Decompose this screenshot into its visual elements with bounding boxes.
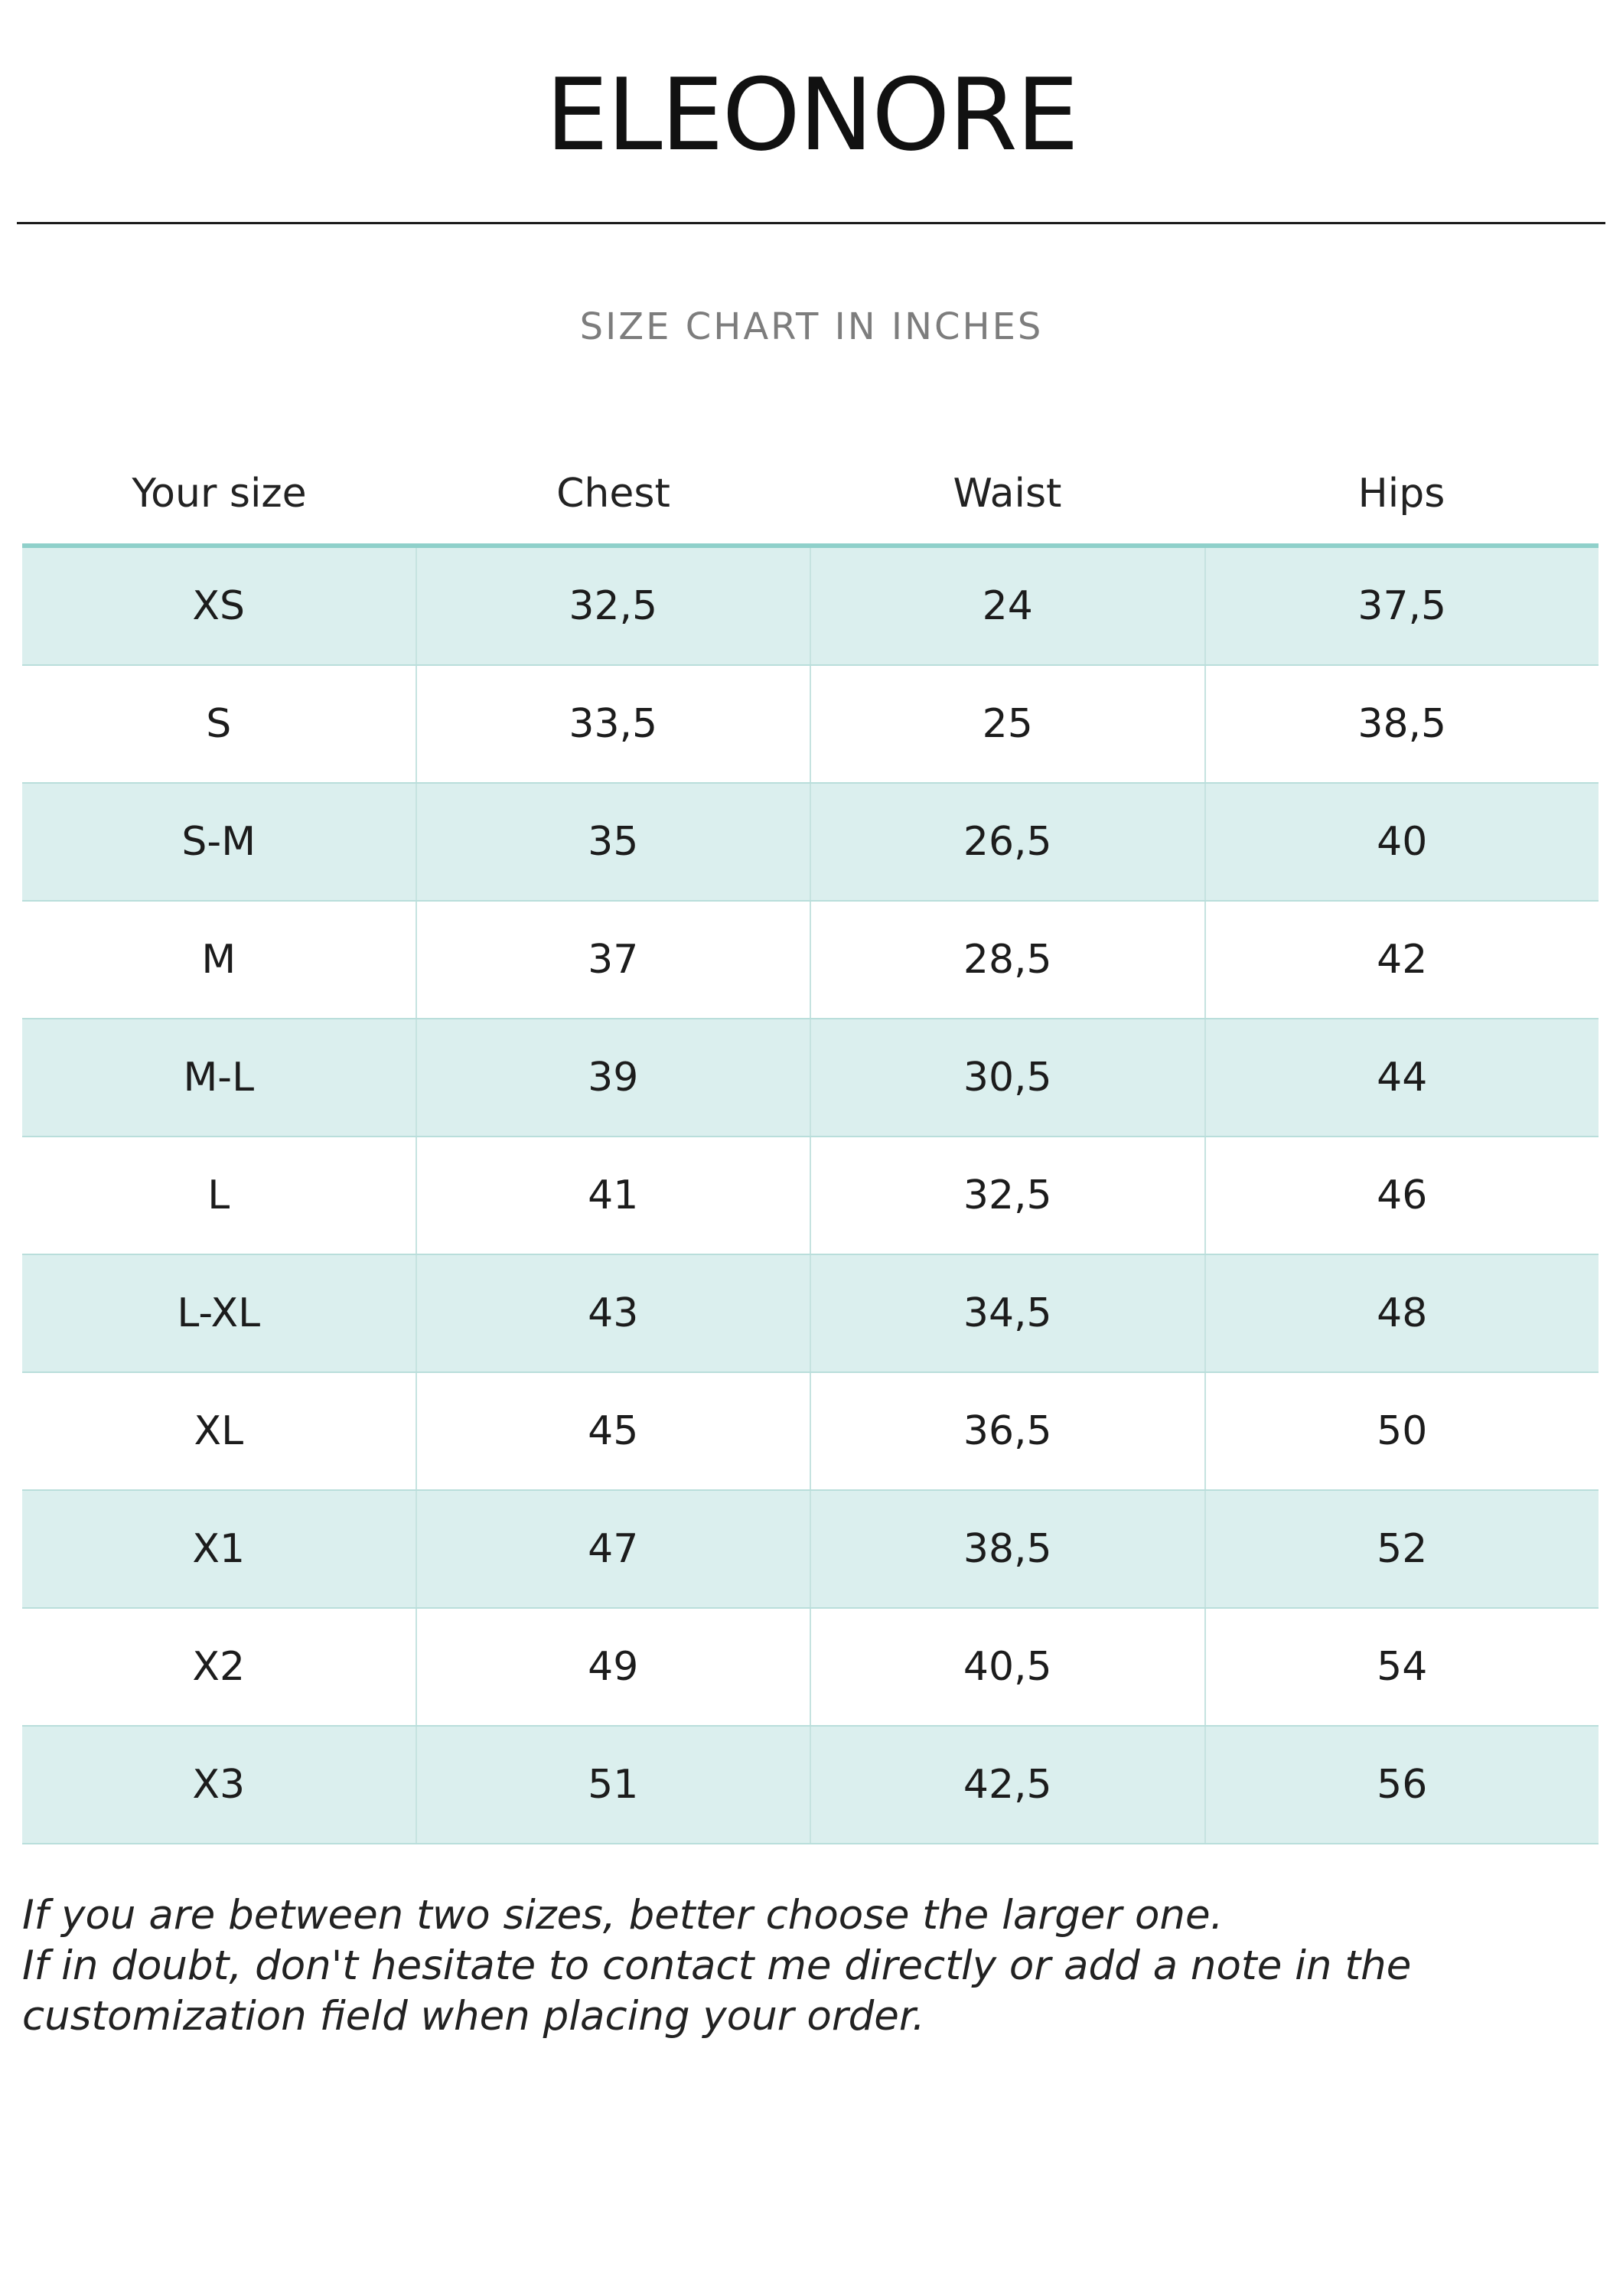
cell-chest: 32,5: [417, 548, 811, 664]
header-waist: Waist: [953, 471, 1062, 517]
note-line: If in doubt, don't hesitate to contact m…: [22, 1942, 1412, 1989]
cell-size: M-L: [22, 1019, 417, 1136]
cell-chest: 35: [417, 784, 811, 900]
table-body: XS 32,5 24 37,5 S 33,5 25 38,5 S-M 35 26,5 40 M 37 28,…: [22, 548, 1599, 1844]
table-row: XS 32,5 24 37,5: [22, 548, 1599, 666]
cell-waist: 30,5: [811, 1019, 1206, 1136]
cell-waist: 32,5: [811, 1137, 1206, 1254]
table-row: L 41 32,5 46: [22, 1137, 1599, 1255]
table-row: S-M 35 26,5 40: [22, 784, 1599, 902]
header-hips: Hips: [1357, 471, 1445, 517]
cell-size: X3: [22, 1727, 417, 1843]
header-your-size: Your size: [132, 471, 307, 517]
cell-waist: 24: [811, 548, 1206, 664]
cell-hips: 38,5: [1357, 701, 1447, 747]
table-row: XL 45 36,5 50: [22, 1373, 1599, 1491]
cell-hips: 54: [1377, 1644, 1428, 1690]
table-row: M 37 28,5 42: [22, 902, 1599, 1019]
cell-size: L-XL: [22, 1255, 417, 1371]
cell-hips: 56: [1377, 1762, 1428, 1808]
table-row: X3 51 42,5 56: [22, 1727, 1599, 1844]
cell-waist: 40,5: [811, 1609, 1206, 1725]
size-notes: If you are between two sizes, better cho…: [22, 1890, 1599, 2042]
table-row: S 33,5 25 38,5: [22, 666, 1599, 784]
cell-chest: 37: [417, 902, 811, 1018]
cell-chest: 47: [417, 1491, 811, 1607]
table-row: L-XL 43 34,5 48: [22, 1255, 1599, 1373]
cell-hips: 37,5: [1357, 583, 1447, 629]
note-line: If you are between two sizes, better cho…: [22, 1892, 1224, 1939]
cell-size: L: [22, 1137, 417, 1254]
cell-size: S-M: [22, 784, 417, 900]
cell-size: X2: [22, 1609, 417, 1725]
table-header-row: Your size Chest Waist Hips: [22, 444, 1599, 543]
title-divider: [17, 222, 1605, 224]
cell-chest: 45: [417, 1373, 811, 1489]
cell-chest: 49: [417, 1609, 811, 1725]
cell-hips: 52: [1377, 1526, 1428, 1572]
cell-waist: 28,5: [811, 902, 1206, 1018]
table-row: M-L 39 30,5 44: [22, 1019, 1599, 1137]
cell-hips: 48: [1377, 1290, 1428, 1336]
cell-chest: 33,5: [417, 666, 811, 782]
cell-waist: 42,5: [811, 1727, 1206, 1843]
cell-chest: 39: [417, 1019, 811, 1136]
cell-waist: 26,5: [811, 784, 1206, 900]
cell-hips: 40: [1377, 819, 1428, 865]
cell-hips: 42: [1377, 937, 1428, 983]
cell-waist: 36,5: [811, 1373, 1206, 1489]
cell-size: XS: [22, 548, 417, 664]
table-row: X1 47 38,5 52: [22, 1491, 1599, 1609]
chart-subtitle: SIZE CHART IN INCHES: [579, 305, 1044, 348]
header-chest: Chest: [556, 471, 670, 517]
cell-hips: 44: [1377, 1055, 1428, 1101]
cell-hips: 46: [1377, 1172, 1428, 1218]
table-row: X2 49 40,5 54: [22, 1609, 1599, 1727]
header-divider: [22, 543, 1599, 548]
cell-waist: 38,5: [811, 1491, 1206, 1607]
size-table: Your size Chest Waist Hips XS 32,5 24 37,5 S…: [22, 444, 1599, 1844]
note-line: customization field when placing your or…: [22, 1993, 925, 2040]
cell-chest: 41: [417, 1137, 811, 1254]
cell-chest: 51: [417, 1727, 811, 1843]
cell-size: XL: [22, 1373, 417, 1489]
cell-waist: 25: [811, 666, 1206, 782]
cell-size: X1: [22, 1491, 417, 1607]
cell-chest: 43: [417, 1255, 811, 1371]
cell-size: M: [22, 902, 417, 1018]
cell-hips: 50: [1377, 1408, 1428, 1454]
cell-size: S: [22, 666, 417, 782]
cell-waist: 34,5: [811, 1255, 1206, 1371]
brand-title: ELEONORE: [545, 57, 1079, 173]
